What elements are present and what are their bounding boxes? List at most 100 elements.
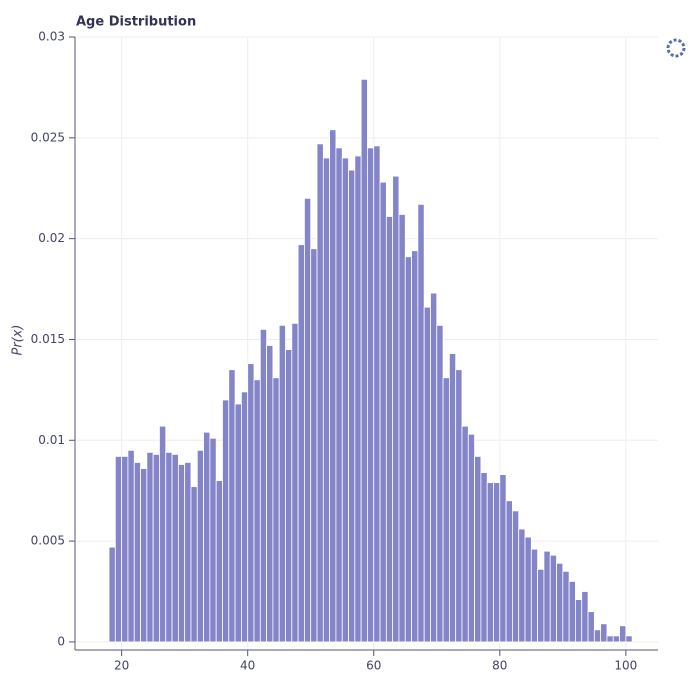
bar xyxy=(310,248,318,643)
bar xyxy=(562,570,570,643)
bar xyxy=(114,456,123,643)
bar xyxy=(587,611,595,643)
bar xyxy=(442,377,450,643)
x-tick-label: 80 xyxy=(492,659,507,673)
bar xyxy=(177,464,186,643)
bar xyxy=(329,129,337,643)
bar xyxy=(537,568,545,643)
bar xyxy=(234,403,242,643)
bar xyxy=(291,322,299,643)
y-tick-label: 0.025 xyxy=(31,130,65,144)
y-tick-label: 0.02 xyxy=(38,231,65,245)
bar xyxy=(341,157,349,643)
bar xyxy=(348,169,356,643)
bar xyxy=(505,500,513,643)
bar xyxy=(480,472,488,643)
bar xyxy=(612,635,620,643)
bar xyxy=(108,546,116,643)
bar xyxy=(455,369,463,643)
y-axis-label: Pr(x) xyxy=(11,324,26,355)
toolbar-logo[interactable] xyxy=(666,38,686,58)
bar xyxy=(379,181,387,643)
bar xyxy=(133,462,141,643)
bar xyxy=(619,625,627,643)
logo-ring xyxy=(666,38,686,58)
bar xyxy=(524,536,532,643)
bar xyxy=(165,451,173,643)
y-tick-label: 0.005 xyxy=(31,534,65,548)
bar xyxy=(285,349,293,643)
bar xyxy=(215,480,223,643)
bar xyxy=(272,377,280,643)
bar xyxy=(392,175,400,643)
x-tick-label: 60 xyxy=(366,659,381,673)
bar xyxy=(278,324,286,643)
bar xyxy=(259,328,268,643)
bar xyxy=(486,482,494,643)
bar xyxy=(518,528,526,643)
bar xyxy=(461,425,469,643)
x-tick-label: 20 xyxy=(114,659,129,673)
bar xyxy=(543,550,551,643)
bar xyxy=(512,510,520,643)
bar xyxy=(367,147,375,643)
bar xyxy=(556,562,564,643)
bar xyxy=(417,203,425,643)
bar xyxy=(581,591,589,643)
bar xyxy=(304,197,312,643)
bar xyxy=(606,635,614,643)
x-tick-label: 40 xyxy=(240,659,255,673)
bar xyxy=(499,474,507,643)
bar xyxy=(171,454,179,643)
bar xyxy=(436,324,444,643)
bar xyxy=(140,468,148,643)
bar xyxy=(190,486,198,643)
bar xyxy=(228,369,236,643)
bar xyxy=(316,143,324,643)
bar xyxy=(222,399,230,643)
bar xyxy=(247,363,255,643)
bar xyxy=(209,437,217,643)
bar xyxy=(360,78,368,643)
bar xyxy=(253,379,261,643)
bar xyxy=(575,599,583,643)
chart-title: Age Distribution xyxy=(76,15,196,30)
bar xyxy=(593,629,602,643)
bar xyxy=(159,425,167,643)
bar xyxy=(568,581,576,643)
bar xyxy=(203,431,211,643)
bar xyxy=(493,482,501,643)
bar xyxy=(373,145,381,643)
bar xyxy=(146,451,154,643)
bar xyxy=(240,391,249,643)
bar xyxy=(625,635,633,643)
bar xyxy=(398,214,406,643)
x-tick-label: 100 xyxy=(614,659,637,673)
bar xyxy=(196,449,204,643)
bar xyxy=(335,147,343,643)
bar xyxy=(430,292,438,643)
bar xyxy=(354,155,362,643)
bar xyxy=(404,256,412,643)
bar xyxy=(411,250,419,643)
bar xyxy=(474,456,482,643)
bar xyxy=(266,345,274,643)
bar xyxy=(549,554,557,643)
bar xyxy=(322,157,331,643)
y-tick-label: 0.01 xyxy=(38,433,65,447)
bar xyxy=(423,306,431,643)
bar xyxy=(184,462,192,643)
bar xyxy=(467,433,475,643)
y-tick-label: 0 xyxy=(57,634,65,648)
y-tick-label: 0.03 xyxy=(38,30,65,44)
bar xyxy=(448,353,457,643)
bar xyxy=(121,456,129,643)
bar xyxy=(530,548,539,643)
bar xyxy=(127,449,135,643)
bar xyxy=(297,244,305,643)
bar xyxy=(600,623,608,643)
bar xyxy=(152,454,160,643)
y-tick-label: 0.015 xyxy=(31,332,65,346)
